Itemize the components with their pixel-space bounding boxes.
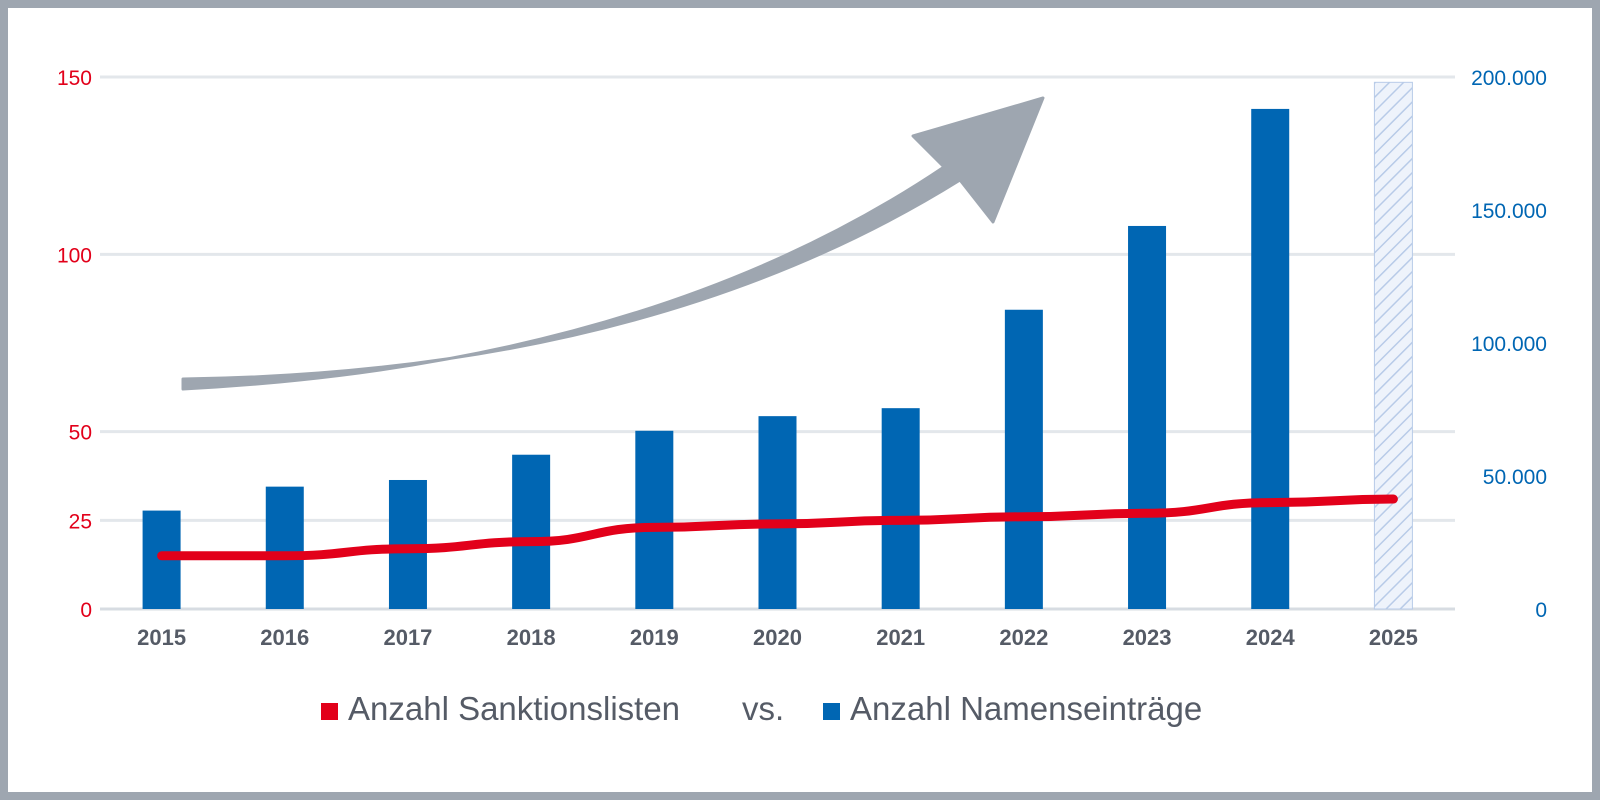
left-tick-label: 0 <box>80 599 92 622</box>
line-point <box>1269 502 1271 504</box>
line-point <box>407 548 409 550</box>
x-tick-label: 2020 <box>753 625 802 650</box>
line-point <box>530 541 532 543</box>
right-tick-label: 50.000 <box>1483 466 1547 489</box>
line-point <box>653 526 655 528</box>
legend: Anzahl Sanktionslisten vs. Anzahl Namensei… <box>321 690 1202 727</box>
x-tick-label: 2021 <box>876 625 925 650</box>
line-point <box>777 523 778 525</box>
axes: 0 25 50 100 150 0 50.000 100.000 150.000 200.000 2… <box>57 67 1547 650</box>
x-tick-label: 2019 <box>630 625 679 650</box>
line-point <box>900 519 902 521</box>
bar <box>1251 108 1290 610</box>
bar <box>1128 225 1167 609</box>
x-tick-label: 2017 <box>383 625 432 650</box>
right-tick-label: 0 <box>1535 599 1547 622</box>
line-point <box>161 555 163 557</box>
bar <box>758 416 797 609</box>
line-point <box>1392 498 1394 500</box>
x-tick-label: 2016 <box>260 625 309 650</box>
left-tick-label: 150 <box>57 67 92 90</box>
line-point <box>1146 512 1148 514</box>
bar <box>635 430 674 609</box>
x-tick-label: 2022 <box>999 625 1048 650</box>
legend-label-line: Anzahl Sanktionslisten <box>348 690 680 727</box>
bar-series <box>142 81 1413 610</box>
x-tick-label: 2015 <box>137 625 186 650</box>
trend-arrow <box>181 96 1045 391</box>
line-point <box>1023 516 1025 518</box>
x-tick-label: 2023 <box>1123 625 1172 650</box>
bar <box>881 408 920 609</box>
legend-separator: vs. <box>742 690 784 727</box>
x-tick-label: 2025 <box>1369 625 1418 650</box>
legend-swatch-bar <box>823 703 840 720</box>
left-tick-label: 50 <box>69 422 92 445</box>
x-tick-label: 2018 <box>507 625 556 650</box>
legend-label-bar: Anzahl Namenseinträge <box>850 690 1202 727</box>
legend-swatch-line <box>321 703 338 720</box>
bar <box>512 454 551 609</box>
right-tick-label: 200.000 <box>1471 67 1547 90</box>
line-series <box>157 494 1398 561</box>
bar <box>1004 309 1043 609</box>
left-tick-label: 25 <box>69 510 92 533</box>
left-tick-label: 100 <box>57 244 92 267</box>
bar <box>265 486 304 609</box>
right-tick-label: 150.000 <box>1471 200 1547 223</box>
trend-arrow-shape <box>181 96 1045 391</box>
line-point <box>284 555 286 557</box>
x-tick-label: 2024 <box>1246 625 1296 650</box>
projected-bar <box>1373 81 1413 610</box>
right-tick-label: 100.000 <box>1471 333 1547 356</box>
